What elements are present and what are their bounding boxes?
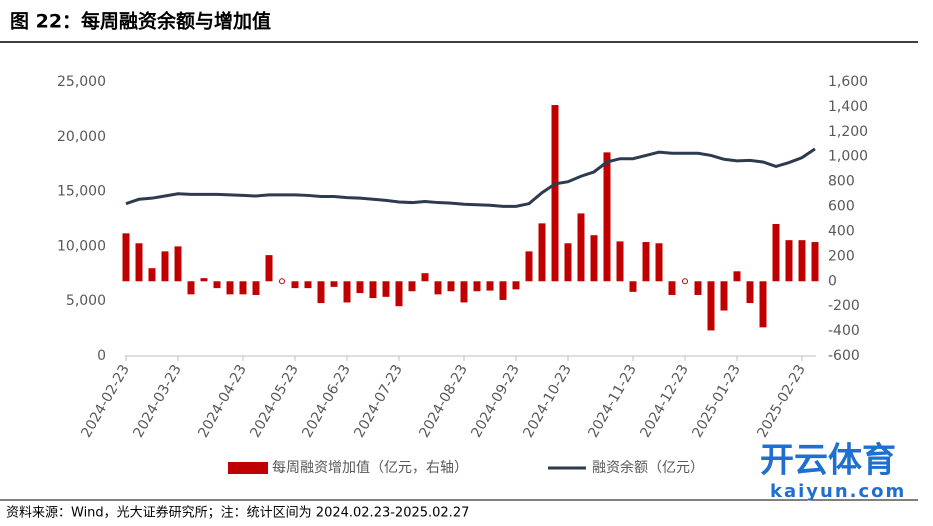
- bar: [682, 278, 688, 285]
- y2-tick-label: 600: [828, 199, 855, 215]
- bar: [668, 281, 676, 295]
- y-tick-label: 5,000: [66, 293, 106, 309]
- bar: [174, 246, 182, 282]
- watermark: kaiyun.com: [770, 481, 906, 502]
- y2-tick-label: -200: [828, 298, 860, 314]
- bar: [343, 281, 351, 303]
- x-tick-label: 2025-02-23: [754, 362, 809, 440]
- bar: [629, 281, 637, 292]
- bar: [616, 241, 624, 282]
- x-tick-label: 2024-12-23: [637, 362, 692, 440]
- bar: [434, 281, 442, 295]
- bar: [525, 251, 533, 282]
- x-tick-label: 2024-07-23: [351, 362, 406, 440]
- bar: [707, 281, 715, 331]
- x-tick-label: 2025-01-23: [689, 362, 744, 440]
- bar: [239, 281, 247, 295]
- y2-tick-label: 1,200: [828, 124, 868, 140]
- bar: [122, 233, 130, 282]
- bar: [421, 273, 429, 282]
- bar: [603, 152, 611, 282]
- bar: [551, 105, 559, 282]
- bar: [213, 281, 221, 289]
- bar: [252, 281, 260, 295]
- bar: [291, 281, 299, 289]
- line: [125, 147, 816, 208]
- bar: [317, 281, 325, 304]
- watermark: 开云体育: [760, 441, 896, 481]
- x-tick-label: 2024-02-23: [78, 362, 133, 440]
- y2-tick-label: 200: [828, 248, 855, 264]
- x-tick-label: 2024-06-23: [299, 362, 354, 440]
- bar: [135, 243, 143, 282]
- legend-swatch: [228, 462, 268, 474]
- bar: [499, 281, 507, 300]
- bar: [279, 278, 285, 285]
- bar: [512, 281, 520, 290]
- bar: [785, 240, 793, 282]
- bar: [473, 281, 481, 292]
- y2-tick-label: 400: [828, 223, 855, 239]
- y-tick-label: 10,000: [57, 238, 106, 254]
- bar: [226, 281, 234, 295]
- bar: [200, 278, 208, 282]
- bar: [447, 281, 455, 292]
- source-note: 资料来源：Wind，光大证券研究所；注：统计区间为 2024.02.23-202…: [6, 505, 469, 521]
- bar: [382, 281, 390, 297]
- y2-tick-label: 1,400: [828, 99, 868, 115]
- x-tick-label: 2024-05-23: [247, 362, 302, 440]
- y2-tick-label: 800: [828, 174, 855, 190]
- bar: [564, 243, 572, 282]
- bar: [265, 255, 273, 282]
- bar: [395, 281, 403, 307]
- x-tick-label: 2024-04-23: [195, 362, 250, 440]
- x-tick-label: 2024-09-23: [468, 362, 523, 440]
- x-tick-label: 2024-10-23: [520, 362, 575, 440]
- chart-title: 图 22：每周融资余额与增加值: [10, 10, 271, 33]
- bar: [304, 281, 312, 289]
- bar: [161, 251, 169, 282]
- y-tick-label: 0: [97, 348, 106, 364]
- bar: [577, 213, 585, 282]
- bar: [148, 268, 156, 282]
- y-tick-label: 25,000: [57, 74, 106, 90]
- bar: [720, 281, 728, 311]
- bar: [733, 271, 741, 282]
- bar: [811, 242, 819, 282]
- legend-label: 融资余额（亿元）: [592, 459, 704, 476]
- bar: [694, 281, 702, 295]
- y-tick-label: 15,000: [57, 184, 106, 200]
- bar: [590, 235, 598, 282]
- bar: [746, 281, 754, 304]
- bar: [655, 243, 663, 282]
- bar: [486, 281, 494, 291]
- y2-tick-label: -400: [828, 323, 860, 339]
- bar: [798, 240, 806, 282]
- y2-tick-label: -600: [828, 348, 860, 364]
- bar: [460, 281, 468, 303]
- bar: [538, 223, 546, 282]
- x-tick-label: 2024-08-23: [416, 362, 471, 440]
- bar: [330, 281, 338, 287]
- y2-tick-label: 0: [828, 273, 837, 289]
- legend-label: 每周融资增加值（亿元，右轴）: [272, 460, 468, 476]
- bar: [759, 281, 767, 328]
- x-tick-label: 2024-11-23: [585, 362, 640, 440]
- y2-tick-label: 1,600: [828, 74, 868, 90]
- bar: [642, 242, 650, 282]
- bar: [356, 281, 364, 294]
- bar: [408, 281, 416, 292]
- y-tick-label: 20,000: [57, 129, 106, 145]
- bar: [187, 281, 195, 295]
- bar: [369, 281, 377, 299]
- x-tick-label: 2024-03-23: [130, 362, 185, 440]
- y2-tick-label: 1,000: [828, 149, 868, 165]
- bar: [772, 223, 780, 282]
